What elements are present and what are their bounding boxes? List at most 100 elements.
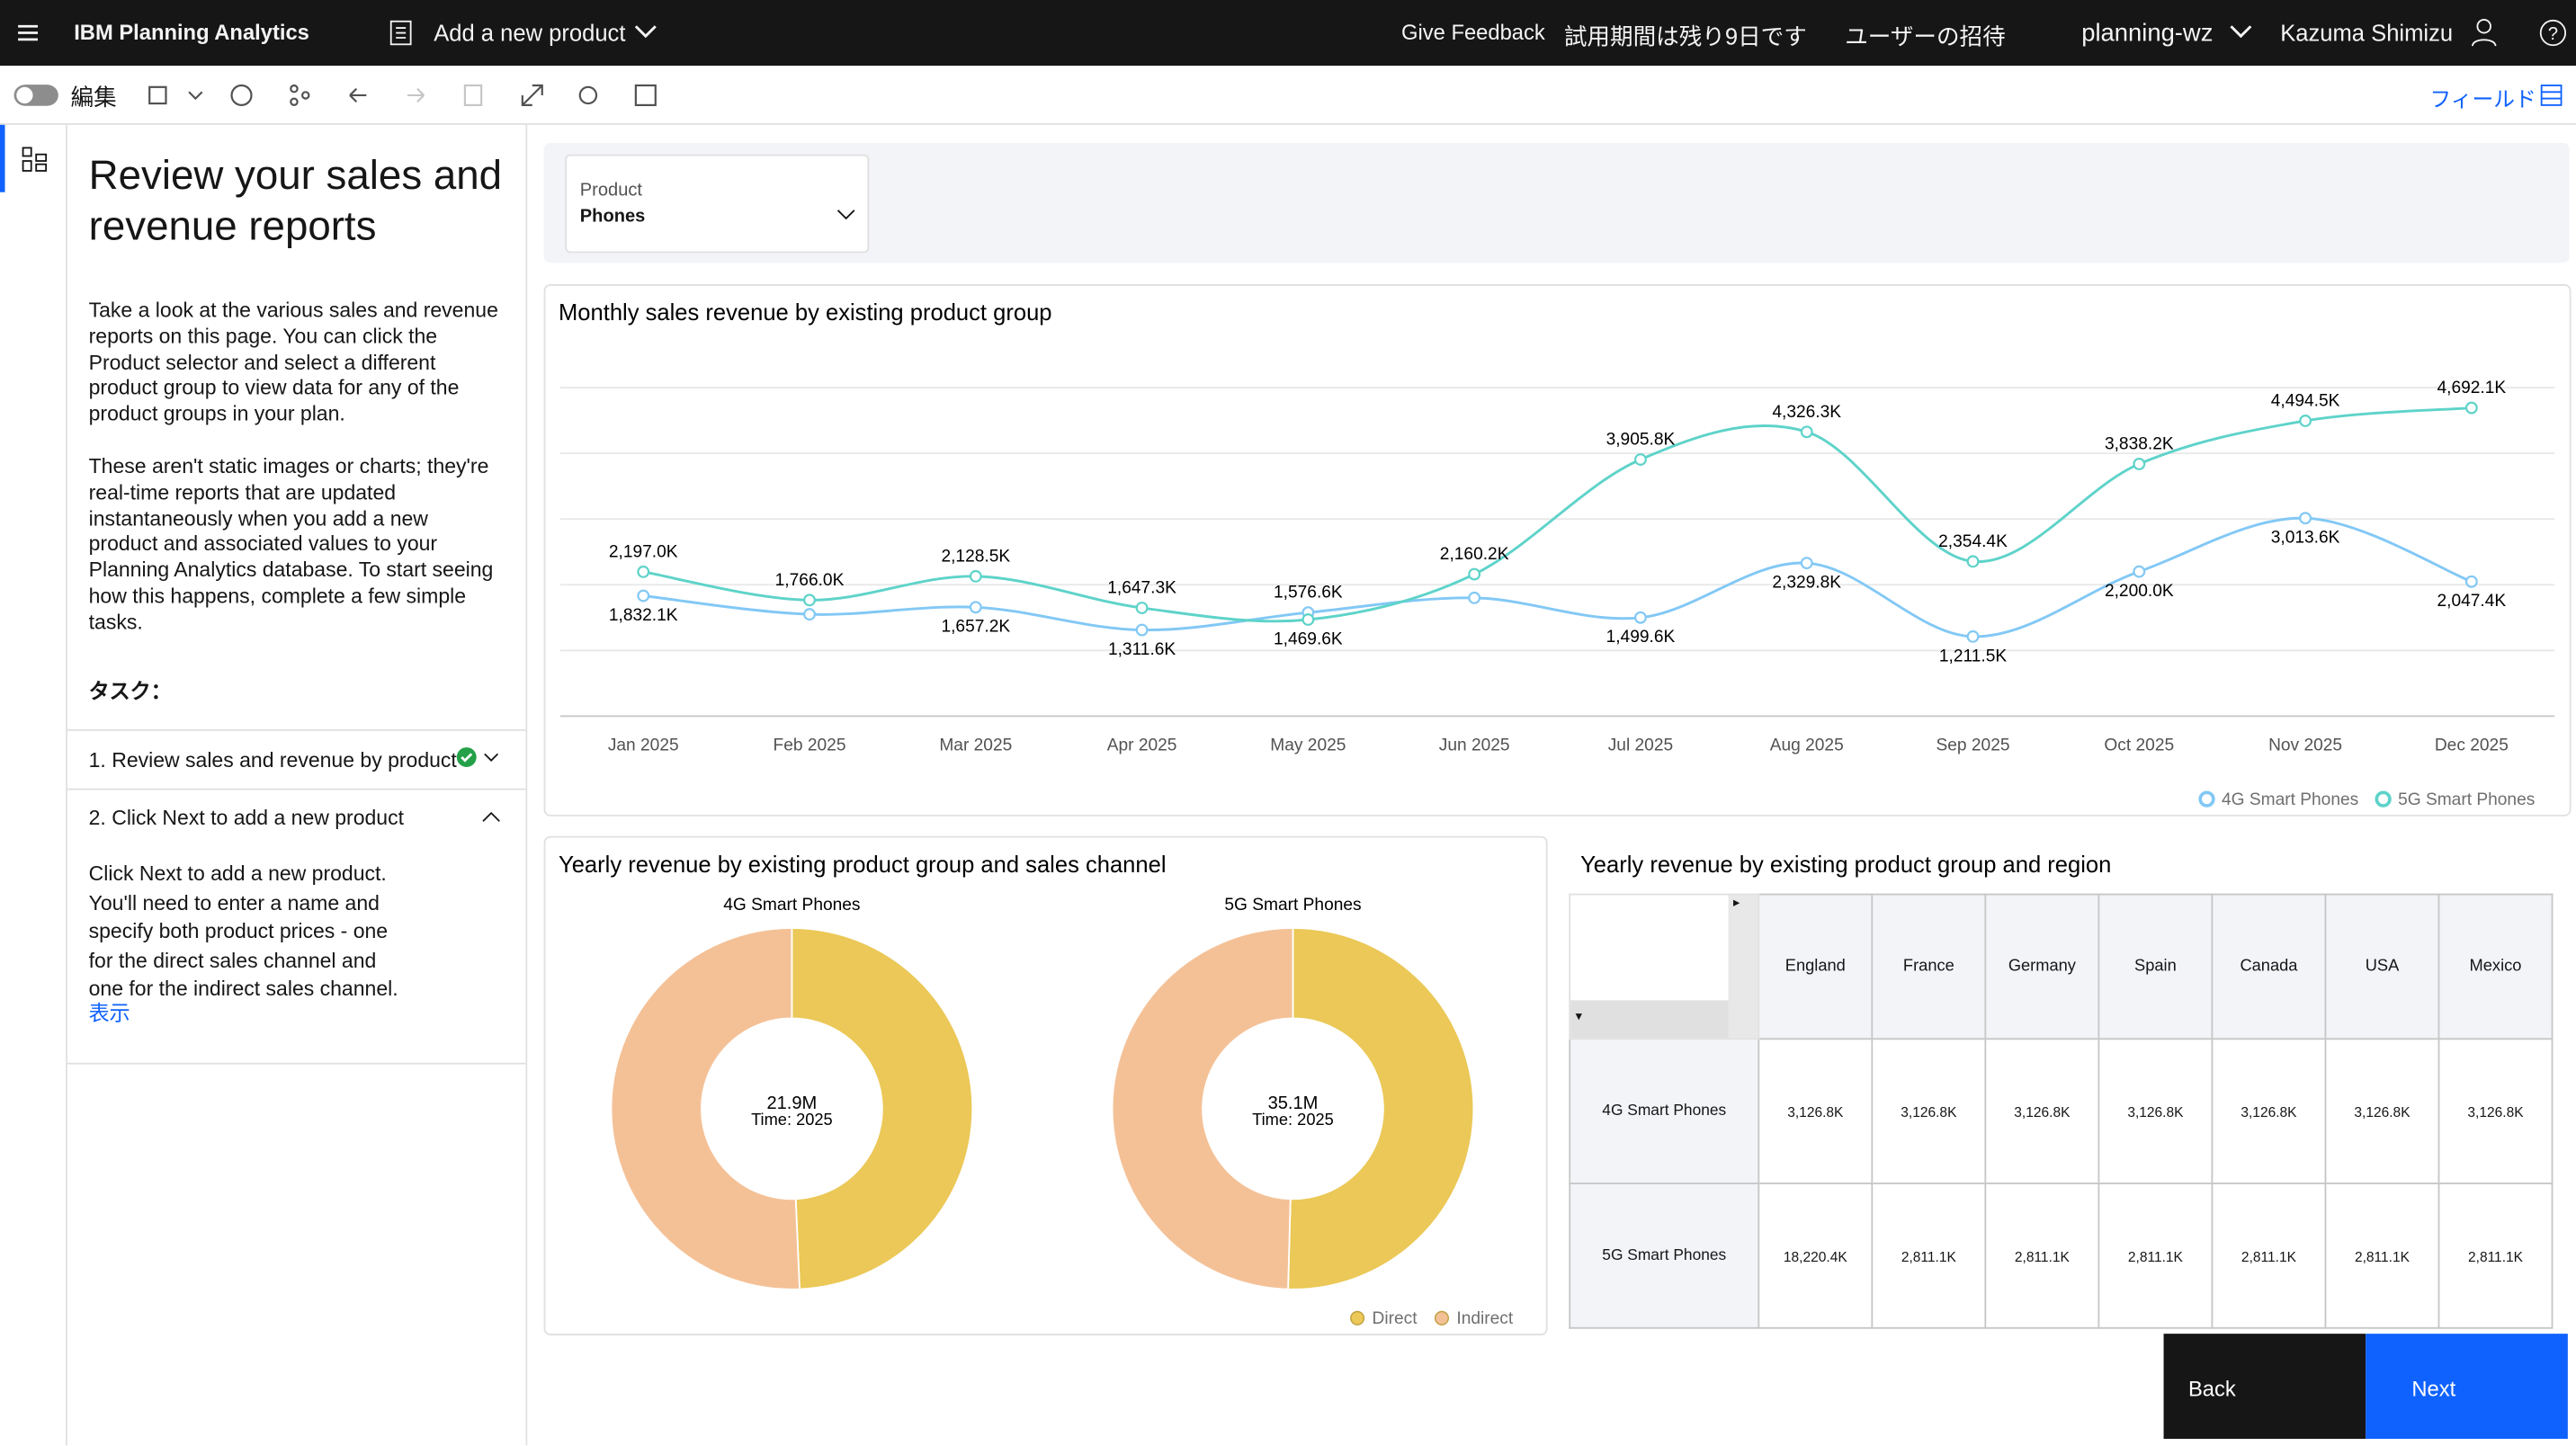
slice	[1287, 927, 1475, 1290]
tasks-heading: タスク：	[88, 680, 172, 703]
point	[2464, 575, 2478, 588]
cell: 2,811.1K	[1871, 1183, 1987, 1329]
corner: ▸ ▾	[1569, 893, 1760, 1040]
pie-title: 5G Smart Phones	[1224, 896, 1361, 915]
cell: 3,126.8K	[1758, 1038, 1874, 1184]
column-header: Spain	[2097, 893, 2214, 1040]
selector-label: Product	[579, 180, 643, 201]
trial: 試用期間は残り9日です	[1563, 22, 1807, 49]
button-label: Next	[2411, 1376, 2456, 1402]
task-status	[456, 747, 499, 767]
workflow[interactable]: Add a new product	[434, 19, 626, 47]
rail-icon[interactable]	[22, 147, 48, 173]
fields-link[interactable]: フィールド	[2429, 86, 2536, 112]
x-tick-label: May 2025	[1270, 736, 1346, 755]
point	[1800, 425, 1813, 439]
value-label: 4,494.5K	[2271, 392, 2340, 411]
selector-value: Phones	[579, 207, 646, 228]
line	[642, 406, 2472, 623]
table-title: Yearly revenue by existing product group…	[1580, 852, 2111, 878]
pie-title: 4G Smart Phones	[723, 896, 860, 915]
paragraph: Take a look at the various sales and rev…	[88, 299, 498, 426]
value-label: 3,838.2K	[2105, 435, 2174, 454]
value-label: 3,905.8K	[1606, 431, 1676, 450]
x-tick-label: Oct 2025	[2104, 736, 2174, 755]
point	[1468, 591, 1481, 604]
cell: 3,126.8K	[2324, 1038, 2440, 1184]
x-tick-label: Feb 2025	[774, 736, 846, 755]
toolbar-icons[interactable]	[145, 80, 670, 110]
chevron	[836, 210, 855, 220]
table-row: 4G Smart Phones 3,126.8K 3,126.8K 3,126.8K 3…	[1569, 1038, 2554, 1184]
chevron[interactable]	[634, 23, 657, 40]
point	[1966, 555, 1980, 568]
edit-label: 編集	[70, 84, 117, 111]
x-tick-label: Dec 2025	[2435, 736, 2509, 755]
help-icon[interactable]: ?	[2538, 18, 2568, 48]
task-detail: Click Next to add a new product. You'll …	[88, 861, 398, 1001]
point	[1301, 613, 1315, 626]
point	[969, 601, 982, 614]
cell: 2,811.1K	[1984, 1183, 2100, 1329]
value-label: 4,692.1K	[2437, 379, 2507, 397]
menu-icon[interactable]	[16, 22, 40, 45]
chevron[interactable]	[481, 809, 501, 823]
back-button[interactable]: Back	[2163, 1334, 2366, 1440]
value-label: 1,832.1K	[609, 606, 678, 625]
point	[637, 565, 650, 578]
value-label: 1,576.6K	[1274, 584, 1343, 602]
side-rail	[0, 124, 67, 1446]
point	[2464, 401, 2478, 415]
center-value: 21.9M	[766, 1093, 817, 1113]
task[interactable]: 2. Click Next to add a new product Click…	[67, 789, 526, 1065]
cell: 3,126.8K	[2437, 1038, 2554, 1184]
point	[803, 594, 816, 607]
task[interactable]: 1. Review sales and revenue by product	[67, 728, 526, 790]
invite[interactable]: ユーザーの招待	[1845, 22, 2006, 49]
point	[969, 569, 982, 583]
header-row: ▸ ▾ England France Germany Spain Canada USA Mexi…	[1569, 893, 2554, 1040]
value-label: 1,499.6K	[1606, 628, 1676, 647]
task-label: 2. Click Next to add a new product	[88, 806, 404, 830]
x-tick-label: Mar 2025	[939, 736, 1012, 755]
value-label: 2,329.8K	[1772, 574, 1841, 593]
point	[1966, 629, 1980, 643]
workflow-icon	[389, 20, 412, 46]
toolbar: 編集 フィールド	[0, 66, 2576, 125]
center-label: Time: 2025	[1252, 1110, 1334, 1129]
task-label: 1. Review sales and revenue by product	[88, 748, 457, 772]
selector-area: Product Phones	[543, 142, 2570, 263]
point	[2299, 415, 2312, 427]
cell: 3,126.8K	[1871, 1038, 1987, 1184]
point	[2133, 565, 2146, 578]
column-header: France	[1871, 893, 1987, 1040]
column-header: England	[1758, 893, 1874, 1040]
table-row: 5G Smart Phones 18,220.4K 2,811.1K 2,811.1K…	[1569, 1183, 2554, 1329]
more-link[interactable]: 表示	[88, 1002, 130, 1025]
value-label: 2,047.4K	[2437, 592, 2507, 611]
slice	[610, 927, 801, 1290]
value-label: 1,647.3K	[1107, 579, 1176, 598]
point	[637, 589, 650, 602]
value-label: 3,013.6K	[2271, 529, 2340, 548]
edit-toggle[interactable]	[13, 84, 59, 107]
legend-label: Direct	[1373, 1309, 1418, 1328]
fields-icon[interactable]	[2540, 84, 2563, 107]
user[interactable]: Kazuma Shimizu	[2280, 19, 2454, 47]
user-icon[interactable]	[2471, 18, 2497, 48]
svg-text:?: ?	[2548, 24, 2558, 44]
tenant[interactable]: planning-wz	[2081, 19, 2214, 48]
value-label: 4,326.3K	[1772, 403, 1841, 422]
column-header: Mexico	[2437, 893, 2554, 1040]
point	[1634, 453, 1647, 466]
row-header: 4G Smart Phones	[1569, 1038, 1760, 1184]
column-header: Canada	[2211, 893, 2327, 1040]
next-button[interactable]: Next	[2366, 1334, 2568, 1440]
product-selector[interactable]: Product Phones	[565, 154, 870, 254]
chevron[interactable]	[2230, 23, 2253, 40]
x-tick-label: Jan 2025	[608, 736, 679, 755]
feedback[interactable]: Give Feedback	[1401, 19, 1545, 45]
x-tick-label: Aug 2025	[1770, 736, 1844, 755]
